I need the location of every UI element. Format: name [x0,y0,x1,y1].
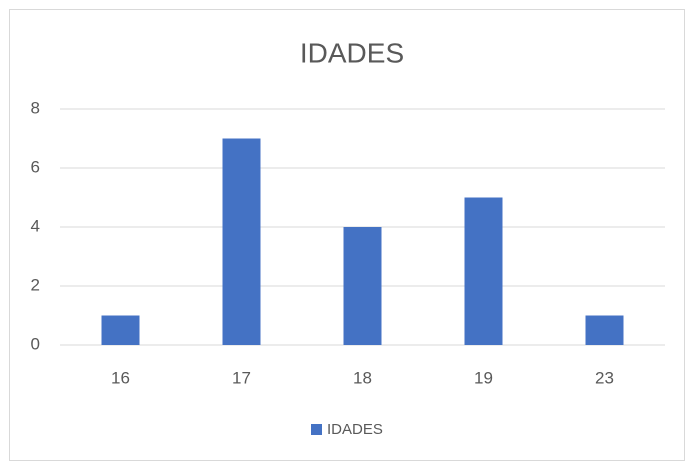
bar [101,315,140,345]
legend-label: IDADES [327,421,383,438]
x-tick-label: 19 [474,368,493,387]
bar [222,138,261,345]
chart-title: IDADES [300,37,404,68]
bar [585,315,624,345]
x-tick-label: 23 [595,368,614,387]
legend-swatch [311,424,322,435]
x-tick-label: 17 [232,368,251,387]
y-tick-label: 0 [31,334,40,353]
y-tick-label: 2 [31,275,40,294]
bar [343,227,382,345]
x-tick-label: 16 [111,368,130,387]
bar [464,197,503,345]
y-tick-label: 6 [31,157,40,176]
y-tick-label: 8 [31,98,40,117]
x-tick-label: 18 [353,368,372,387]
y-tick-label: 4 [31,216,40,235]
